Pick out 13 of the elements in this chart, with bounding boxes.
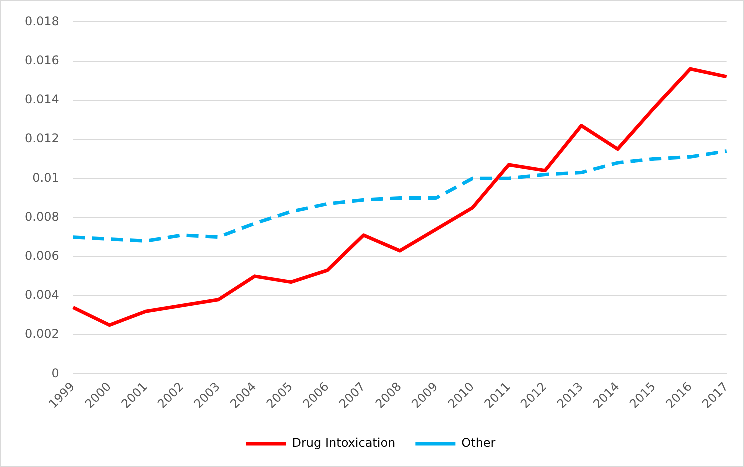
legend-label: Drug Intoxication: [292, 436, 396, 450]
y-tick-label: 0.004: [24, 288, 60, 302]
line-series: [72, 150, 729, 243]
y-tick-label: 0.002: [24, 327, 60, 342]
y-tick-label: 0.006: [24, 249, 60, 264]
y-tick-label: 0.008: [24, 210, 60, 224]
y-tick-label: 0.016: [24, 53, 60, 68]
y-tick-label: 0: [52, 366, 60, 380]
y-tick-label: 0.018: [24, 14, 60, 28]
y-tick-label: 0.014: [24, 92, 60, 107]
y-tick-label: 0.012: [24, 132, 60, 146]
y-tick-label: 0.01: [32, 170, 60, 185]
legend-label: Other: [462, 436, 496, 450]
